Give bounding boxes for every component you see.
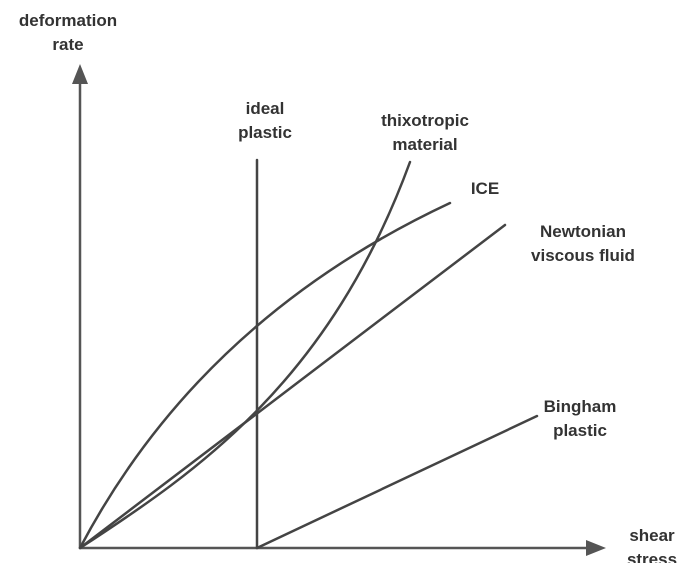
curve-label: Bingham	[544, 397, 617, 416]
x-label: shear	[629, 526, 675, 545]
thixotropic-curve	[78, 160, 412, 550]
y-label: deformation	[19, 11, 117, 30]
bingham-line	[255, 414, 539, 550]
curve-label: material	[392, 135, 457, 154]
curve-label: thixotropic	[381, 111, 469, 130]
curve-label: viscous fluid	[531, 246, 635, 265]
y-axis-arrow	[72, 64, 88, 84]
curve-label: plastic	[553, 421, 607, 440]
y-label: rate	[52, 35, 83, 54]
ice-curve	[78, 201, 452, 550]
x-label: stress	[627, 550, 677, 563]
curve-label: plastic	[238, 123, 292, 142]
curve-label: ideal	[246, 99, 285, 118]
x-axis-arrow	[586, 540, 606, 556]
curve-label: ICE	[471, 179, 499, 198]
newtonian-line	[78, 223, 507, 550]
curve-label: Newtonian	[540, 222, 626, 241]
